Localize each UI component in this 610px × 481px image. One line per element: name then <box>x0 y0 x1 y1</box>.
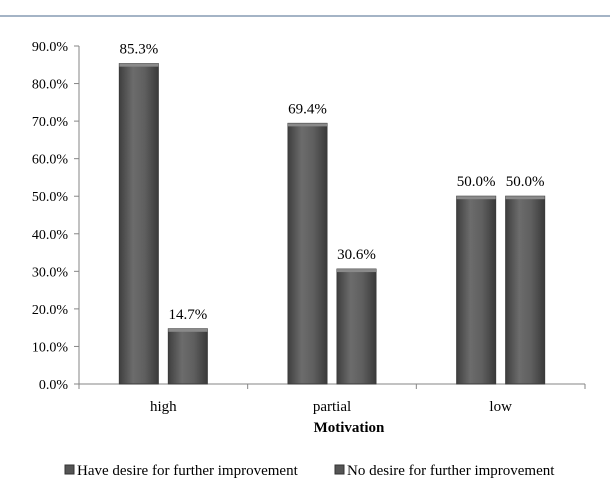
y-tick-label: 60.0% <box>32 153 69 168</box>
data-labels: 85.3% 69.4% 50.0% 14.7% 30.6% 50.0% <box>119 42 544 323</box>
bar-top-highlight <box>288 123 327 127</box>
y-tick-label: 80.0% <box>32 78 69 93</box>
bar <box>287 122 328 385</box>
y-tick-label: 30.0% <box>32 265 69 280</box>
data-label: 14.7% <box>168 307 207 323</box>
x-tick-label: low <box>489 399 512 415</box>
legend: Have desire for further improvement No de… <box>64 463 555 479</box>
y-tick-label: 10.0% <box>32 340 69 355</box>
x-tick-label: high <box>150 399 177 415</box>
bar <box>336 268 377 385</box>
bar-top-highlight <box>337 269 376 273</box>
y-tick-label: 20.0% <box>32 303 69 318</box>
bar-top-highlight <box>456 196 496 200</box>
bar <box>456 195 497 385</box>
bar <box>167 328 208 385</box>
y-tick-label: 0.0% <box>39 378 69 393</box>
data-label: 30.6% <box>337 247 376 263</box>
data-label: 50.0% <box>457 174 496 190</box>
legend-swatch <box>334 464 345 475</box>
chart-axes: 0.0% 10.0% 20.0% 30.0% 40.0% 50.0% 60.0% 70.0% 8… <box>32 40 586 415</box>
y-tick-label: 90.0% <box>32 40 69 55</box>
x-tick-label: partial <box>313 399 351 415</box>
y-tick-label: 50.0% <box>32 190 69 205</box>
bar <box>505 195 546 385</box>
y-tick-label: 40.0% <box>32 228 69 243</box>
data-label: 85.3% <box>119 42 158 58</box>
legend-swatch <box>64 464 75 475</box>
legend-label: Have desire for further improvement <box>77 463 299 479</box>
bar-top-highlight <box>168 328 208 332</box>
bar <box>118 63 159 385</box>
data-label: 50.0% <box>506 174 545 190</box>
data-label: 69.4% <box>288 101 327 117</box>
legend-label: No desire for further improvement <box>347 463 555 479</box>
bar-top-highlight <box>119 63 159 67</box>
x-axis-title: Motivation <box>314 420 385 436</box>
chart-bars <box>118 63 546 385</box>
bar-top-highlight <box>505 196 545 200</box>
y-tick-label: 70.0% <box>32 115 69 130</box>
